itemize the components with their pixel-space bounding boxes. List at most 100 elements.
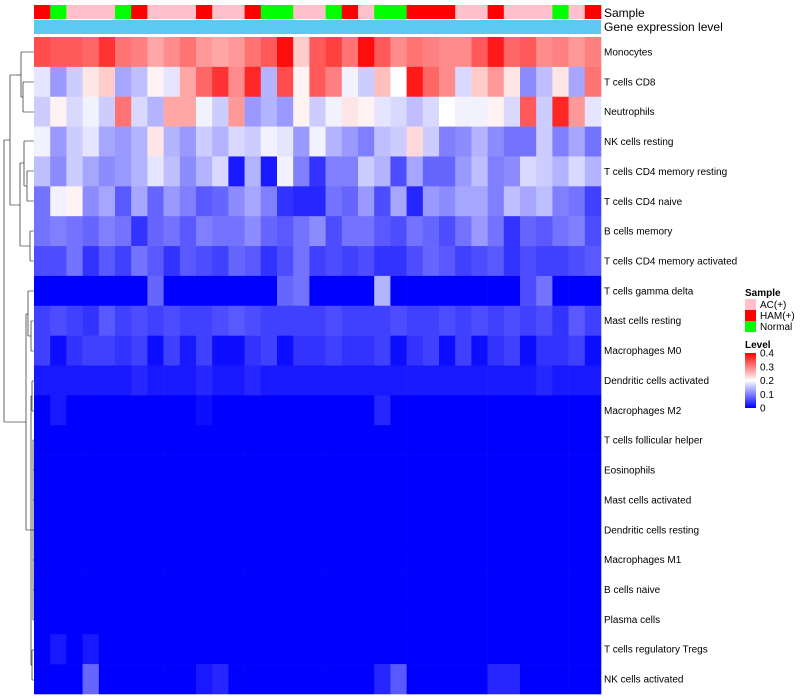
heatmap-cell: [439, 425, 456, 456]
heatmap-cell: [179, 126, 197, 157]
heatmap-cell: [374, 365, 391, 396]
heatmap-cell: [341, 484, 359, 516]
heatmap-cell: [374, 216, 391, 247]
heatmap-cell: [277, 156, 294, 187]
heatmap-cell: [50, 186, 67, 217]
heatmap-cell: [439, 544, 456, 575]
heatmap-cell: [163, 96, 181, 127]
heatmap-cell: [244, 37, 262, 68]
heatmap-cell: [277, 395, 294, 426]
heatmap-cell: [487, 305, 505, 336]
heatmap-cell: [568, 574, 586, 605]
heatmap-cell: [212, 604, 229, 635]
heatmap-cell: [568, 634, 586, 665]
heatmap-cell: [503, 604, 521, 635]
heatmap-cell: [471, 186, 488, 217]
heatmap-cell: [536, 484, 553, 516]
sample-annotation-cell: [584, 5, 602, 19]
heatmap-cell: [422, 96, 440, 127]
heatmap-cell: [66, 335, 83, 366]
heatmap-cell: [50, 425, 67, 456]
heatmap-cell: [552, 126, 569, 157]
heatmap-cell: [147, 514, 164, 545]
heatmap-cell: [260, 664, 278, 695]
heatmap-cell: [66, 275, 83, 307]
heatmap-cell: [260, 395, 278, 426]
row-label: Macrophages M1: [604, 555, 682, 566]
heatmap-cell: [82, 275, 100, 307]
heatmap-cell: [568, 275, 586, 307]
heatmap-cell: [374, 305, 391, 336]
heatmap-cell: [358, 305, 375, 336]
heatmap-cell: [455, 275, 472, 307]
heatmap-cell: [131, 574, 148, 605]
heatmap-cell: [115, 186, 132, 217]
heatmap-cell: [228, 425, 245, 456]
heatmap-cell: [244, 634, 262, 665]
heatmap-cell: [228, 335, 245, 366]
heatmap-cell: [212, 305, 229, 336]
heatmap-cell: [34, 246, 51, 277]
heatmap-cell: [568, 96, 586, 127]
heatmap-cell: [131, 96, 148, 127]
sample-annotation-cell: [163, 5, 181, 19]
heatmap-cell: [293, 96, 310, 127]
heatmap-cell: [34, 544, 51, 575]
heatmap-cell: [147, 66, 164, 98]
heatmap-cell: [228, 66, 245, 98]
heatmap-cell: [503, 246, 521, 277]
heatmap-cell: [50, 305, 67, 336]
heatmap-cell: [212, 634, 229, 665]
heatmap-cell: [98, 365, 116, 396]
heatmap-cell: [179, 37, 197, 68]
heatmap-cell: [536, 246, 553, 277]
heatmap-cell: [406, 664, 424, 695]
heatmap-cell: [179, 246, 197, 277]
heatmap-cell: [147, 305, 164, 336]
heatmap-cell: [309, 395, 326, 426]
heatmap-cell: [115, 574, 132, 605]
heatmap-cell: [471, 335, 488, 366]
heatmap-cell: [325, 186, 343, 217]
heatmap-cell: [455, 634, 472, 665]
heatmap-cell: [212, 126, 229, 157]
heatmap-cell: [487, 216, 505, 247]
heatmap-cell: [536, 365, 553, 396]
heatmap-cell: [536, 455, 553, 486]
heatmap-cell: [358, 544, 375, 575]
heatmap-cell: [455, 484, 472, 516]
heatmap-cell: [179, 544, 197, 575]
heatmap-cell: [374, 246, 391, 277]
sample-annotation-cell: [325, 5, 343, 19]
heatmap-cell: [147, 634, 164, 665]
heatmap-cell: [277, 66, 294, 98]
heatmap-cell: [584, 156, 602, 187]
heatmap-cell: [584, 574, 602, 605]
heatmap-cell: [422, 66, 440, 98]
heatmap-cell: [34, 365, 51, 396]
heatmap-cell: [341, 156, 359, 187]
heatmap-cell: [131, 514, 148, 545]
heatmap-cell: [536, 574, 553, 605]
heatmap-cell: [163, 365, 181, 396]
sample-annotation-cell: [244, 5, 262, 19]
sample-annotation-cell: [131, 5, 148, 19]
heatmap-cell: [131, 186, 148, 217]
heatmap-cell: [82, 664, 100, 695]
heatmap-cell: [584, 335, 602, 366]
heatmap-cell: [212, 216, 229, 247]
heatmap-cell: [131, 246, 148, 277]
heatmap-cell: [439, 664, 456, 695]
heatmap-cell: [358, 275, 375, 307]
heatmap-cell: [82, 544, 100, 575]
heatmap-cell: [584, 425, 602, 456]
heatmap-cell: [584, 246, 602, 277]
heatmap-cell: [584, 514, 602, 545]
heatmap-cell: [50, 66, 67, 98]
heatmap-cell: [34, 484, 51, 516]
row-label: T cells CD4 memory activated: [604, 256, 737, 267]
heatmap-cell: [50, 544, 67, 575]
heatmap-cell: [131, 66, 148, 98]
heatmap-cell: [552, 275, 569, 307]
heatmap-cell: [260, 156, 278, 187]
